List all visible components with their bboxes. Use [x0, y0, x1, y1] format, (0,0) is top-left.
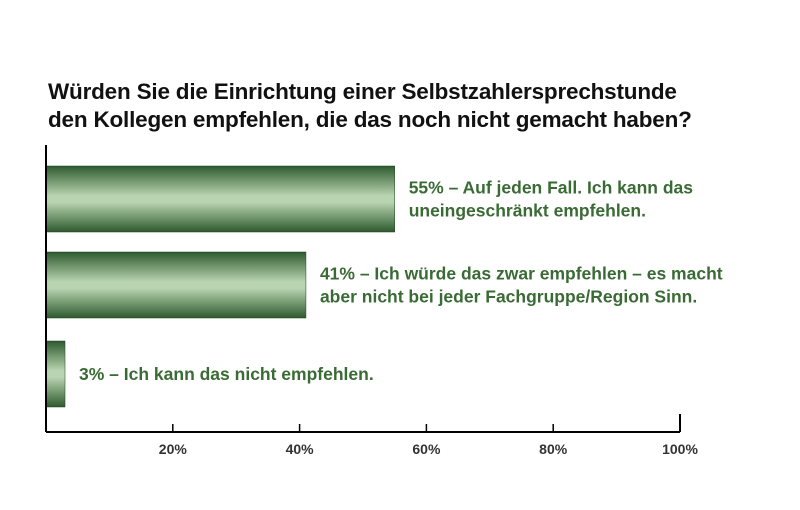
x-tick-label-40: 40% — [286, 441, 315, 457]
bar-3 — [45, 340, 66, 408]
axes-group — [45, 145, 681, 433]
bar-label-2-line-1: 41% – Ich würde das zwar empfehlen – es … — [320, 264, 723, 284]
chart-title: Würden Sie die Einrichtung einer Selbstz… — [48, 78, 788, 134]
bars-group — [45, 165, 395, 408]
bar-label-3-line-1: 3% – Ich kann das nicht empfehlen. — [79, 364, 374, 384]
x-tick-label-60: 60% — [412, 441, 441, 457]
chart-title-line-1: Würden Sie die Einrichtung einer Selbstz… — [48, 79, 677, 104]
bar-1 — [45, 165, 395, 233]
chart-title-line-2: den Kollegen empfehlen, die das noch nic… — [48, 107, 692, 132]
bar-label-3: 3% – Ich kann das nicht empfehlen. — [79, 364, 374, 384]
ticks-group: 20% 40% 60% 80% 100% — [159, 424, 698, 457]
bar-label-2: 41% – Ich würde das zwar empfehlen – es … — [320, 264, 723, 307]
bar-label-2-line-2: aber nicht bei jeder Fachgruppe/Region S… — [320, 287, 697, 307]
bar-label-1-line-1: 55% – Auf jeden Fall. Ich kann das — [409, 178, 694, 198]
x-tick-label-100: 100% — [662, 441, 698, 457]
x-tick-label-80: 80% — [539, 441, 568, 457]
bar-label-1-line-2: uneingeschränkt empfehlen. — [409, 201, 646, 221]
x-tick-label-20: 20% — [159, 441, 188, 457]
bar-label-1: 55% – Auf jeden Fall. Ich kann das uneing… — [409, 178, 694, 221]
bar-2 — [45, 251, 307, 319]
bar-labels-group: 55% – Auf jeden Fall. Ich kann das uneing… — [79, 178, 723, 385]
